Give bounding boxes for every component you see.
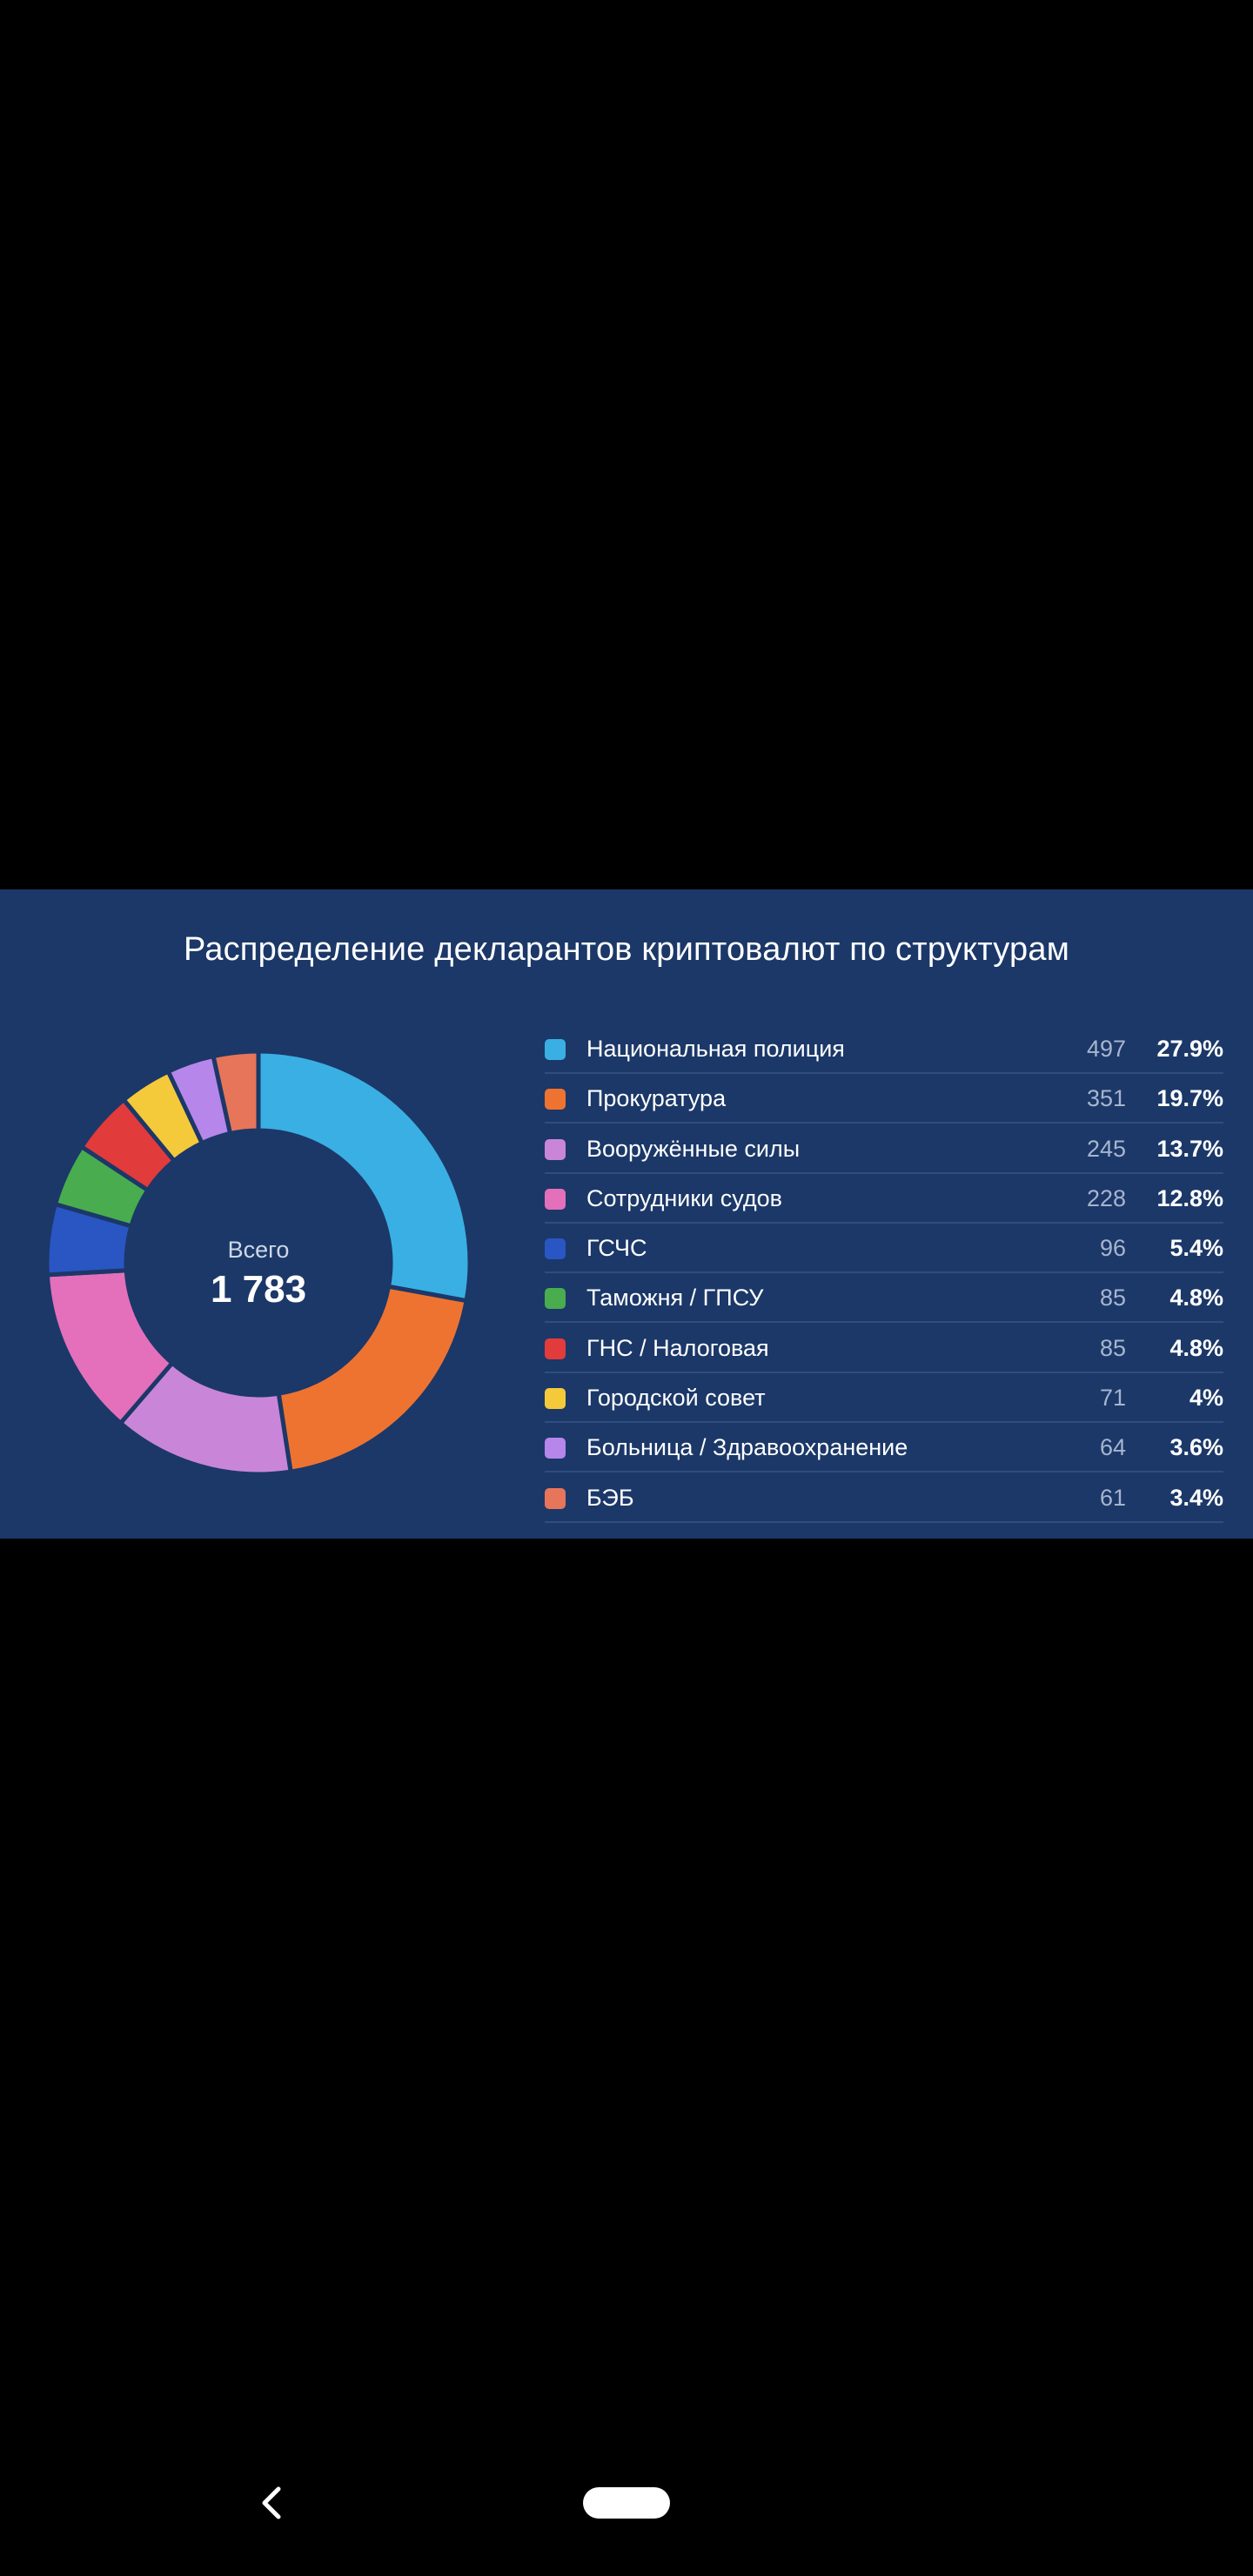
legend-swatch [545, 1188, 566, 1210]
legend-percent: 3.6% [1169, 1434, 1223, 1461]
legend-swatch [545, 1338, 566, 1359]
legend-swatch [545, 1288, 566, 1310]
legend-swatch [545, 1138, 566, 1160]
legend-row: Таможня / ГПСУ 85 4.8% [545, 1274, 1223, 1324]
legend-label: ГСЧС [586, 1235, 647, 1262]
donut-slice-9 [211, 1050, 261, 1136]
legend-count: 96 [1099, 1235, 1126, 1262]
legend-percent: 13.7% [1156, 1135, 1223, 1162]
legend-label: Вооружённые силы [586, 1135, 801, 1162]
legend-swatch [545, 1438, 566, 1459]
legend-label: Сотрудники судов [586, 1184, 782, 1211]
legend-swatch [545, 1487, 566, 1509]
legend-row: ГНС / Налоговая 85 4.8% [545, 1325, 1223, 1373]
legend-count: 64 [1099, 1434, 1126, 1461]
legend-row: Больница / Здравоохранение 64 3.6% [545, 1424, 1223, 1473]
legend-label: Больница / Здравоохранение [586, 1434, 908, 1461]
legend-count: 351 [1086, 1085, 1126, 1112]
legend-swatch [545, 1388, 566, 1410]
legend-count: 61 [1099, 1484, 1126, 1511]
legend-swatch [545, 1238, 566, 1260]
donut-slices [45, 1050, 472, 1476]
legend-percent: 5.4% [1169, 1235, 1223, 1262]
donut-center-total: 1 783 [211, 1268, 306, 1311]
legend-count: 85 [1099, 1285, 1126, 1311]
donut-center-label: Всего [228, 1237, 290, 1263]
legend-label: Таможня / ГПСУ [586, 1285, 764, 1311]
legend-percent: 4.8% [1169, 1285, 1223, 1311]
legend-percent: 3.4% [1169, 1484, 1223, 1511]
legend-percent: 12.8% [1156, 1184, 1223, 1211]
legend-row: ГСЧС 96 5.4% [545, 1224, 1223, 1274]
donut-slice-0 [256, 1050, 472, 1304]
legend-count: 85 [1099, 1334, 1126, 1361]
legend-label: ГНС / Налоговая [586, 1334, 769, 1361]
legend-swatch [545, 1039, 566, 1060]
legend-percent: 4% [1189, 1385, 1223, 1412]
chart-card: Распределение декларантов криптовалют по… [0, 889, 1253, 1539]
legend-count: 228 [1086, 1184, 1126, 1211]
legend-percent: 19.7% [1156, 1085, 1223, 1112]
legend-row: Городской совет 71 4% [545, 1374, 1223, 1424]
legend-row: Национальная полиция 497 27.9% [545, 1025, 1223, 1074]
legend-count: 497 [1086, 1036, 1126, 1062]
legend: Национальная полиция 497 27.9% Прокуратура 3… [545, 1025, 1223, 1524]
legend-label: Национальная полиция [586, 1036, 845, 1062]
home-pill-button[interactable] [583, 2487, 670, 2519]
legend-count: 245 [1086, 1135, 1126, 1162]
chart-title: Распределение декларантов криптовалют по… [183, 931, 1070, 968]
donut-chart: Всего 1 783 [45, 1050, 472, 1476]
back-icon[interactable] [252, 2482, 294, 2524]
donut-slice-1 [276, 1284, 469, 1474]
legend-percent: 4.8% [1169, 1334, 1223, 1361]
legend-row: Сотрудники судов 228 12.8% [545, 1175, 1223, 1224]
legend-count: 71 [1099, 1385, 1126, 1412]
legend-label: БЭБ [586, 1484, 634, 1511]
legend-label: Прокуратура [586, 1085, 727, 1112]
legend-swatch [545, 1089, 566, 1110]
legend-percent: 27.9% [1156, 1036, 1223, 1062]
legend-label: Городской совет [586, 1385, 766, 1412]
legend-row: Прокуратура 351 19.7% [545, 1075, 1223, 1124]
legend-row: БЭБ 61 3.4% [545, 1474, 1223, 1523]
legend-row: Вооружённые силы 245 13.7% [545, 1125, 1223, 1174]
